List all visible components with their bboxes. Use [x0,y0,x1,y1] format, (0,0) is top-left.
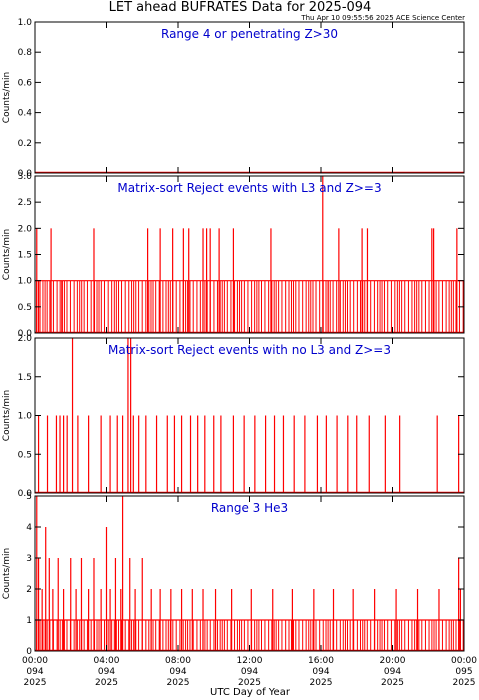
panel-title: Matrix-sort Reject events with L3 and Z>… [117,181,381,195]
y-tick-label: 0.2 [18,139,32,149]
plot-frame [34,21,465,174]
y-tick-label: 0.8 [18,48,33,58]
y-tick-label: 2.0 [18,334,33,344]
x-tick-label-year: 2025 [24,678,47,688]
figure-title: LET ahead BUFRATES Data for 2025-094 [109,0,372,15]
panel-title: Range 3 He3 [211,501,288,515]
generation-timestamp: Thu Apr 10 09:55:56 2025 ACE Science Cen… [300,14,465,22]
x-tick-label-doy: 094 [26,667,43,677]
panel-3: 0.0 0.5 1.0 1.5 2.0 Counts/min Matrix-sort Rej… [2,334,465,499]
panel-1: 0.0 0.2 0.4 0.6 0.8 1.0 Counts/min Range 4 or p… [2,18,465,179]
x-tick-label-year: 2025 [167,678,190,688]
y-tick-label: 0.6 [18,78,33,88]
x-tick-label-time: 00:00 [451,656,477,666]
panels: 0.0 0.2 0.4 0.6 0.8 1.0 Counts/min Range 4 or p… [2,18,465,657]
y-tick-label: 4 [26,523,32,533]
x-tick-label-time: 20:00 [380,656,406,666]
x-tick-label-time: 08:00 [165,656,191,666]
x-tick-label-doy: 094 [241,667,258,677]
x-axis: 00:00094202504:00094202508:00094202512:0… [22,656,477,688]
y-tick-label: 0.4 [18,109,33,119]
x-tick-label-year: 2025 [310,678,333,688]
x-tick-label-doy: 094 [98,667,115,677]
y-tick-label: 3 [26,554,32,564]
y-tick-label: 1.0 [18,18,33,28]
y-tick-label: 1.5 [18,251,32,261]
x-tick-label-time: 00:00 [22,656,48,666]
x-tick-label-doy: 094 [169,667,186,677]
y-tick-label: 1.0 [18,277,33,287]
y-axis-label: Counts/min [2,72,12,123]
x-tick-label-year: 2025 [238,678,261,688]
x-tick-label-year: 2025 [95,678,118,688]
x-tick-label-doy: 095 [455,667,472,677]
y-tick-label: 1.5 [18,373,32,383]
y-tick-label: 1.0 [18,412,33,422]
y-tick-label: 0.0 [18,169,33,179]
x-tick-label-doy: 094 [312,667,329,677]
panel-title: Range 4 or penetrating Z>30 [161,27,338,41]
x-tick-label-year: 2025 [381,678,404,688]
x-tick-label-time: 16:00 [308,656,334,666]
x-tick-label-time: 12:00 [237,656,263,666]
x-tick-label-year: 2025 [453,678,476,688]
y-tick-label: 2 [26,585,32,595]
y-tick-label: 0.0 [18,489,33,499]
y-tick-label: 2.5 [18,198,32,208]
panel-2: 0.0 0.5 1.0 1.5 2.0 2.5 3.0 Counts/min Matrix-so… [2,172,465,339]
y-tick-label: 2.0 [18,224,33,234]
y-axis-label: Counts/min [2,229,12,280]
y-tick-label: 3.0 [18,172,33,182]
y-tick-label: 5 [26,492,32,502]
x-tick-label-doy: 094 [384,667,401,677]
y-axis-label: Counts/min [2,548,12,599]
y-tick-label: 0.5 [18,450,32,460]
y-axis-label: Counts/min [2,390,12,441]
y-tick-label: 0.5 [18,303,32,313]
panel-title: Matrix-sort Reject events with no L3 and… [108,343,391,357]
y-tick-label: 0.0 [18,329,33,339]
panel-4: 0 1 2 3 4 5 Counts/min Range 3 He3 [2,492,465,657]
x-tick-label-time: 04:00 [94,656,120,666]
x-axis-label: UTC Day of Year [210,687,291,698]
y-tick-label: 0 [26,647,32,657]
y-tick-label: 1 [26,616,32,626]
